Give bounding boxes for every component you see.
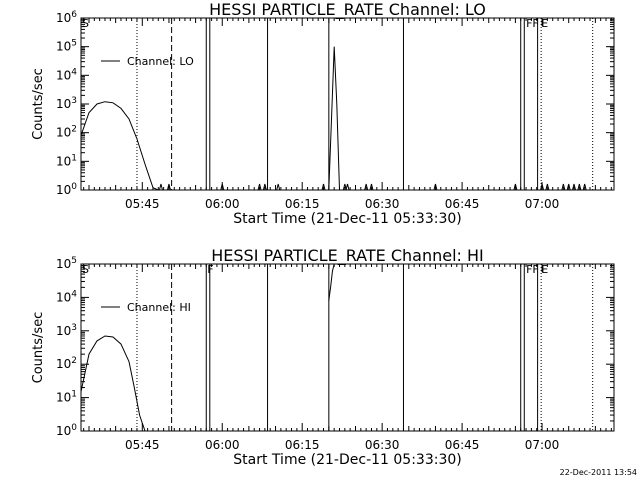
series-bump — [158, 183, 163, 191]
series-bump — [577, 183, 582, 191]
legend-label: Channel: LO — [127, 55, 194, 68]
series-bump — [166, 183, 171, 191]
series-bump — [561, 183, 566, 191]
flag-label: F — [207, 263, 213, 276]
x-tick-label: 07:00 — [525, 197, 560, 211]
series-bump — [582, 183, 587, 191]
footer-timestamp: 22-Dec-2011 13:54 — [560, 468, 637, 477]
x-tick-label: 05:45 — [125, 197, 160, 211]
chart-title: HESSI PARTICLE_RATE Channel: LO — [209, 0, 486, 20]
x-axis-label: Start Time (21-Dec-11 05:33:30) — [233, 211, 461, 227]
series-bump — [545, 183, 550, 191]
series-bump — [540, 183, 545, 191]
series-bump — [276, 183, 281, 191]
flag-label: F — [526, 263, 532, 276]
series-bump — [572, 183, 577, 191]
series-bump — [433, 183, 438, 191]
x-tick-label: 06:45 — [445, 438, 480, 452]
series-line — [80, 335, 146, 432]
y-tick-label: 100 — [56, 423, 77, 438]
flag-label: F — [532, 263, 538, 276]
legend-label: Channel: HI — [127, 301, 191, 314]
x-tick-label: 06:30 — [365, 197, 400, 211]
y-tick-label: 101 — [56, 390, 77, 405]
y-tick-label: 104 — [56, 289, 77, 304]
y-tick-label: 103 — [56, 96, 77, 111]
x-tick-label: 06:00 — [205, 438, 240, 452]
series-bump — [369, 183, 374, 191]
panel-lo: HESSI PARTICLE_RATE Channel: LO 100 101 102… — [31, 0, 615, 227]
panel-hi: HESSI PARTICLE_RATE Channel: HI 100 101 102… — [31, 246, 615, 468]
series-bump — [257, 183, 262, 191]
flag-label: F — [532, 17, 538, 30]
flag-label: S — [82, 17, 89, 30]
x-tick-label: 06:15 — [285, 197, 320, 211]
series-bump — [220, 183, 225, 191]
plot-frame — [80, 263, 615, 432]
flag-label: F — [526, 17, 532, 30]
flag-label: E — [541, 263, 548, 276]
y-tick-label: 105 — [56, 39, 77, 54]
x-tick-label: 06:30 — [365, 438, 400, 452]
y-axis-label: Counts/sec — [31, 68, 46, 140]
x-tick-label: 06:45 — [445, 197, 480, 211]
x-tick-label: 06:15 — [285, 438, 320, 452]
y-tick-label: 106 — [56, 10, 77, 25]
series-line — [328, 46, 340, 191]
x-tick-label: 06:00 — [205, 197, 240, 211]
y-tick-label: 102 — [56, 125, 77, 140]
flag-label: S — [82, 263, 89, 276]
y-tick-label: 102 — [56, 356, 77, 371]
series-line — [328, 263, 340, 301]
series-bump — [513, 183, 518, 191]
y-tick-label: 101 — [56, 153, 77, 168]
y-tick-label: 104 — [56, 67, 77, 82]
series-bump — [262, 183, 267, 191]
series-bump — [345, 183, 350, 191]
flag-label: E — [541, 17, 548, 30]
series-line — [80, 101, 159, 191]
series-bump — [566, 183, 571, 191]
y-tick-label: 105 — [56, 256, 77, 271]
chart-title: HESSI PARTICLE_RATE Channel: HI — [211, 246, 484, 266]
plot-frame — [80, 17, 615, 191]
series-bump — [342, 183, 347, 191]
series-bump — [321, 183, 326, 191]
x-tick-label: 05:45 — [125, 438, 160, 452]
y-tick-label: 100 — [56, 182, 77, 197]
x-tick-label: 07:00 — [525, 438, 560, 452]
series-bump — [364, 183, 369, 191]
y-tick-label: 103 — [56, 323, 77, 338]
x-axis-label: Start Time (21-Dec-11 05:33:30) — [233, 452, 461, 468]
y-axis-label: Counts/sec — [31, 312, 46, 384]
